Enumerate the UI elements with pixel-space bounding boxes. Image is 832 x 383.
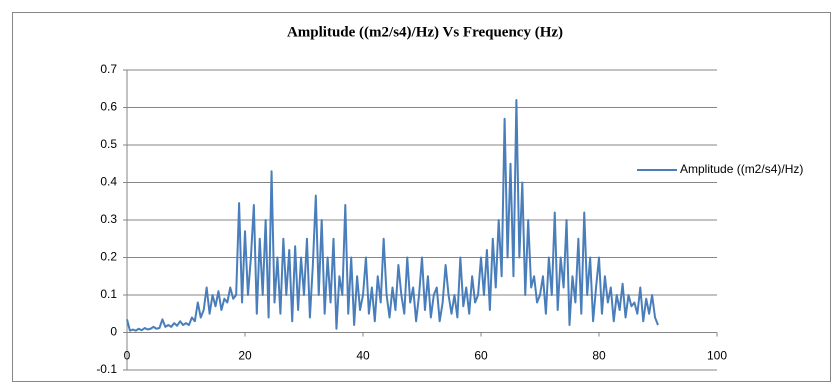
y-tick-label: 0 — [110, 325, 117, 339]
y-tick-label: 0.5 — [100, 137, 117, 151]
x-tick-label: 40 — [356, 349, 370, 363]
y-tick-label: 0.4 — [100, 175, 117, 189]
x-tick-label: 100 — [707, 349, 727, 363]
data-line — [126, 99, 659, 332]
x-tick-label: 0 — [124, 349, 131, 363]
y-tick-label: 0.2 — [100, 250, 117, 264]
x-tick-label: 60 — [474, 349, 488, 363]
y-tick-label: 0.7 — [100, 62, 117, 76]
x-tick-label: 20 — [238, 349, 252, 363]
chart-title: Amplitude ((m2/s4)/Hz) Vs Frequency (Hz) — [287, 24, 563, 40]
y-tick-label: 0.3 — [100, 212, 117, 226]
y-tick-label: 0.1 — [100, 287, 117, 301]
y-tick-label: -0.1 — [96, 362, 117, 376]
legend-label: Amplitude ((m2/s4)/Hz) — [680, 162, 803, 176]
chart-border — [12, 12, 831, 382]
x-tick-label: 80 — [592, 349, 606, 363]
y-tick-label: 0.6 — [100, 100, 117, 114]
